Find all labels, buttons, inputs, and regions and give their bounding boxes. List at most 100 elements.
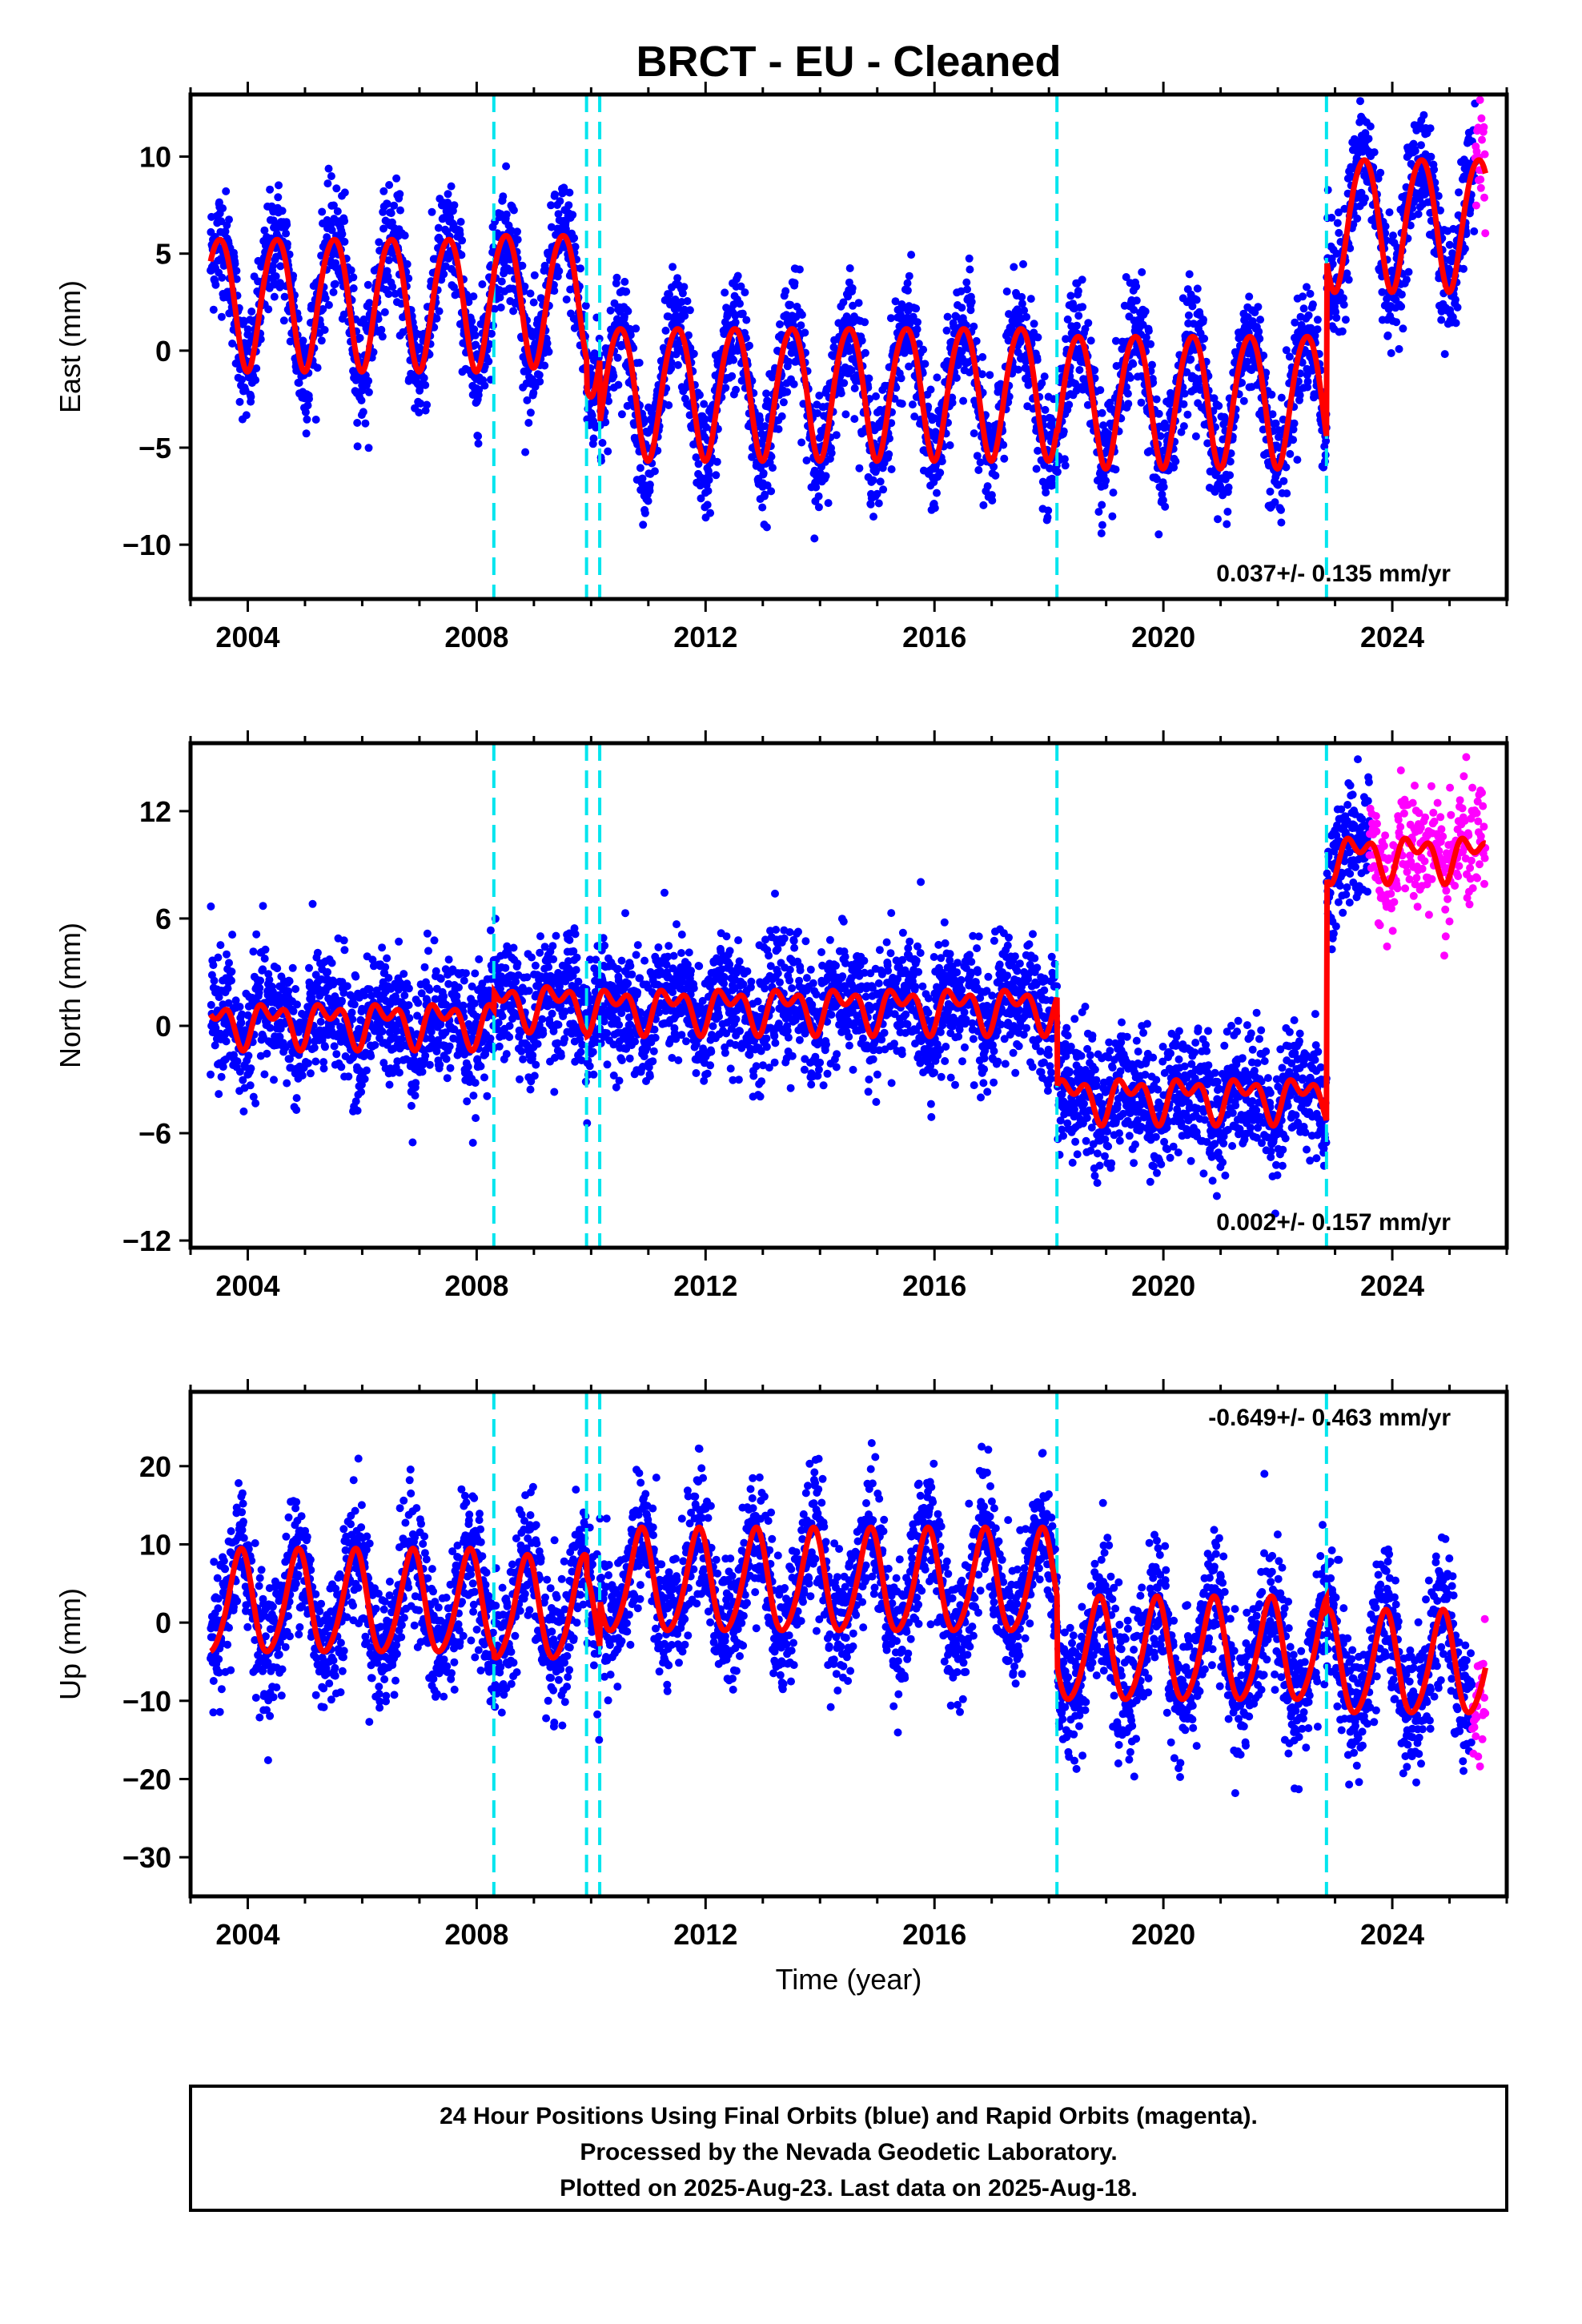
data-point — [1180, 389, 1189, 398]
data-point — [284, 987, 293, 995]
data-point — [1455, 188, 1463, 197]
data-point — [1138, 267, 1146, 276]
y-tick-label: −5 — [139, 432, 171, 464]
data-point — [247, 392, 255, 401]
data-point — [958, 304, 966, 312]
data-point — [943, 312, 952, 321]
data-point — [306, 1069, 315, 1078]
data-point — [235, 397, 244, 406]
data-point — [946, 441, 954, 449]
data-point — [1000, 454, 1009, 463]
data-point — [745, 341, 753, 350]
data-point — [303, 415, 311, 424]
data-point — [1286, 449, 1295, 458]
data-point — [936, 468, 945, 477]
data-point — [207, 1000, 215, 1009]
data-point — [767, 487, 776, 496]
data-point — [350, 1000, 359, 1009]
data-point — [428, 207, 436, 216]
data-point — [903, 279, 912, 287]
data-point — [1033, 356, 1042, 364]
data-point — [323, 967, 331, 976]
data-point — [942, 326, 951, 335]
data-point — [283, 220, 291, 229]
data-point — [732, 385, 741, 394]
data-point — [815, 392, 824, 400]
data-point — [547, 201, 556, 210]
data-point — [562, 296, 571, 304]
data-point — [400, 970, 408, 979]
data-point — [1341, 316, 1350, 324]
data-point — [521, 448, 530, 456]
data-point — [1376, 168, 1385, 177]
data-point — [403, 259, 412, 268]
data-point — [400, 991, 409, 999]
data-point — [291, 985, 300, 993]
data-point — [1124, 400, 1133, 408]
data-point — [1094, 508, 1103, 517]
data-point — [324, 164, 333, 173]
data-point — [270, 292, 279, 301]
data-point — [667, 364, 676, 373]
data-point — [432, 314, 441, 323]
data-point — [456, 230, 464, 239]
data-point — [283, 1079, 291, 1088]
data-point — [1148, 360, 1156, 369]
data-point — [1440, 350, 1449, 359]
data-point — [667, 358, 676, 367]
data-point — [571, 243, 580, 251]
data-point — [565, 188, 574, 197]
data-point — [759, 468, 768, 477]
data-point — [404, 984, 413, 993]
rapid-data-point — [1478, 135, 1486, 144]
data-point — [636, 464, 644, 472]
data-point — [933, 373, 942, 382]
data-point — [1123, 389, 1132, 398]
data-point — [444, 190, 452, 199]
data-point — [524, 419, 533, 427]
data-point — [252, 364, 261, 372]
data-point — [1419, 111, 1428, 119]
data-point — [609, 372, 618, 380]
data-point — [741, 334, 750, 343]
data-point — [645, 486, 654, 495]
data-point — [1277, 505, 1285, 514]
data-point — [617, 410, 626, 419]
data-point — [228, 340, 237, 348]
data-point — [635, 359, 644, 367]
data-point — [414, 999, 423, 1007]
data-point — [474, 439, 483, 448]
data-point — [246, 1081, 255, 1090]
data-point — [278, 207, 287, 215]
data-point — [520, 282, 529, 291]
data-point — [255, 983, 264, 992]
data-point — [332, 1050, 341, 1059]
data-point — [313, 948, 322, 957]
data-point — [673, 274, 682, 283]
data-point — [926, 385, 935, 394]
data-point — [865, 374, 873, 383]
data-point — [407, 1101, 416, 1110]
data-point — [1289, 436, 1298, 444]
data-point — [1387, 349, 1395, 357]
data-point — [327, 959, 336, 967]
data-point — [344, 1072, 353, 1081]
data-point — [484, 357, 493, 366]
data-point — [692, 453, 701, 462]
data-point — [340, 217, 349, 225]
data-point — [496, 293, 504, 302]
data-point — [1193, 284, 1202, 293]
data-point — [218, 273, 227, 282]
data-point — [551, 190, 559, 199]
data-point — [827, 448, 836, 457]
data-point — [423, 400, 432, 409]
data-point — [758, 503, 767, 512]
data-point — [1192, 296, 1201, 304]
data-point — [280, 292, 289, 301]
data-point — [444, 199, 452, 207]
data-point — [1256, 316, 1265, 324]
data-point — [669, 263, 677, 271]
data-point — [786, 300, 795, 309]
data-point — [329, 201, 338, 210]
rate-annotation: 0.037+/- 0.135 mm/yr — [1216, 561, 1451, 587]
